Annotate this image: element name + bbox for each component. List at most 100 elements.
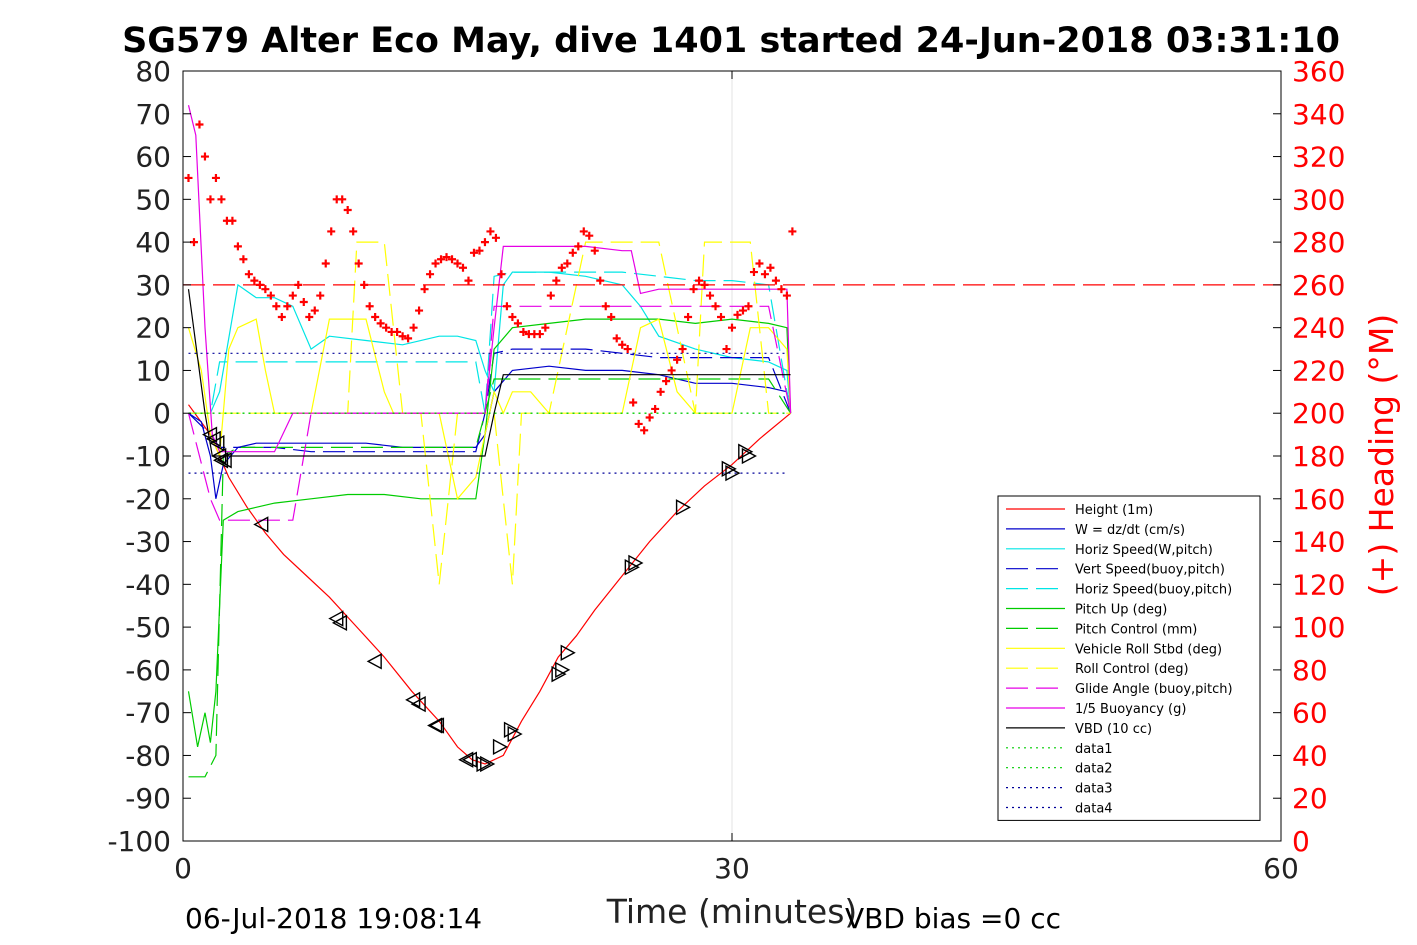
heading-point: [590, 246, 599, 255]
heading-point: [250, 276, 259, 285]
y-tick-label: -50: [125, 611, 171, 644]
heading-point: [579, 227, 588, 236]
heading-point: [321, 259, 330, 268]
triangle-marker: [209, 434, 225, 452]
heading-point: [502, 302, 511, 311]
x-axis-label: Time (minutes): [606, 892, 858, 931]
legend: Height (1m) W = dz/dt (cm/s) Horiz Speed(W…: [997, 495, 1261, 821]
heading-point: [700, 280, 709, 289]
x-tick-label: 60: [1263, 852, 1299, 885]
heading-point: [568, 248, 577, 257]
heading-point: [448, 255, 457, 264]
triangle-marker: [560, 644, 576, 661]
triangle-marker: [738, 443, 754, 460]
series-line: [188, 271, 792, 414]
x-axis: 0 30 60: [174, 71, 1299, 885]
heading-point: [760, 270, 769, 279]
heading-point: [722, 345, 731, 354]
y2-tick-label: 260: [1292, 269, 1345, 302]
triangle-marker: [507, 725, 523, 743]
heading-point: [189, 238, 198, 247]
legend-label: data3: [1075, 782, 1113, 797]
y2-tick-label: 360: [1292, 55, 1345, 88]
chart-title: SG579 Alter Eco May, dive 1401 started 2…: [122, 21, 1340, 61]
series-line: [187, 289, 791, 457]
triangle-marker: [721, 460, 737, 478]
heading-point: [733, 310, 742, 319]
triangle-marker: [366, 653, 382, 670]
heading-point: [442, 253, 451, 262]
legend-label: VBD (10 cc): [1075, 722, 1152, 737]
heading-point: [437, 255, 446, 264]
triangle-marker: [741, 447, 757, 465]
y-tick-label: -90: [125, 782, 171, 815]
legend-label: 1/5 Buoyancy (g): [1075, 702, 1186, 717]
triangle-marker: [253, 516, 269, 533]
triangle-marker: [725, 464, 741, 482]
heading-point: [343, 206, 352, 215]
y-tick-label: -100: [107, 825, 171, 858]
heading-point: [546, 291, 555, 300]
x-tick-label: 0: [174, 852, 192, 885]
heading-point: [415, 306, 424, 315]
y2-axis-label: (+) Heading (°M): [1362, 314, 1401, 596]
heading-point: [283, 302, 292, 311]
x-tick-label: 30: [714, 852, 750, 885]
y2-tick-label: 80: [1292, 654, 1328, 687]
triangle-marker: [458, 751, 474, 768]
heading-point: [766, 263, 775, 272]
y2-tick-label: 0: [1292, 825, 1310, 858]
heading-point: [349, 227, 358, 236]
heading-point: [404, 334, 413, 343]
heading-point: [771, 276, 780, 285]
triangle-marker: [216, 452, 232, 469]
heading-point: [464, 276, 473, 285]
heading-point: [689, 285, 698, 294]
heading-point: [519, 327, 528, 336]
heading-point: [453, 259, 462, 268]
legend-label: W = dz/dt (cm/s): [1075, 523, 1185, 538]
legend-label: Vehicle Roll Stbd (deg): [1075, 642, 1222, 657]
heading-point: [398, 332, 407, 341]
heading-point: [656, 387, 665, 396]
heading-point: [755, 259, 764, 268]
y2-tick-label: 220: [1292, 354, 1345, 387]
heading-point: [195, 120, 204, 129]
footer-vbd-bias: VBD bias =0 cc: [845, 902, 1061, 935]
y2-tick-label: 20: [1292, 782, 1328, 815]
triangle-marker: [427, 717, 443, 734]
heading-point: [211, 173, 220, 182]
triangle-marker: [476, 755, 492, 773]
series-line: [188, 271, 792, 414]
y2-tick-label: 100: [1292, 611, 1345, 644]
heading-point: [266, 291, 275, 300]
heading-point: [673, 355, 682, 364]
y2-tick-label: 40: [1292, 739, 1328, 772]
legend-label: Horiz Speed(buoy,pitch): [1075, 583, 1232, 598]
heading-point: [272, 302, 281, 311]
triangle-marker: [410, 695, 426, 713]
triangle-marker: [628, 554, 644, 572]
y2-tick-label: 240: [1292, 312, 1345, 345]
y-tick-label: 50: [135, 183, 171, 216]
heading-point: [728, 323, 736, 332]
heading-point: [508, 312, 517, 321]
y-tick-label: -80: [125, 739, 171, 772]
heading-point: [261, 285, 270, 294]
legend-label: data2: [1075, 762, 1113, 777]
heading-point: [667, 366, 676, 375]
heading-point: [491, 233, 500, 242]
heading-point: [717, 312, 726, 321]
heading-point: [480, 238, 489, 247]
series-line: [188, 404, 791, 765]
y2-tick-label: 140: [1292, 526, 1345, 559]
heading-point: [585, 231, 594, 240]
heading-point: [244, 270, 253, 279]
heading-point: [629, 398, 638, 407]
heading-point: [596, 276, 605, 285]
heading-point: [695, 276, 704, 285]
y-tick-label: 70: [135, 98, 171, 131]
heading-point: [327, 227, 336, 236]
y-tick-label: 20: [135, 312, 171, 345]
